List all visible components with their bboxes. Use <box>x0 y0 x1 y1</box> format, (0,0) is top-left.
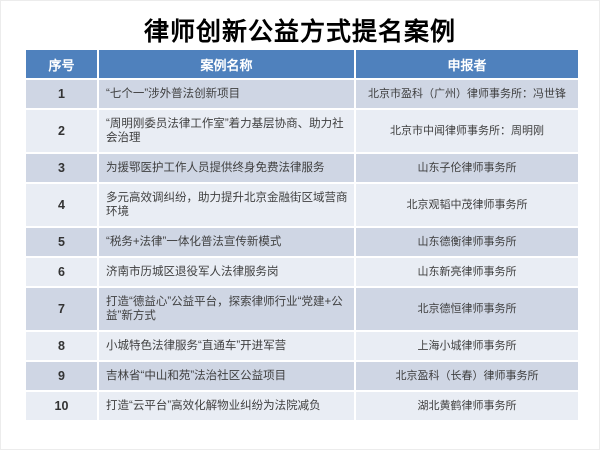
case-name-cell: 打造“德益心”公益平台，探索律师行业“党建+公益”新方式 <box>97 286 356 332</box>
column-header-case-name: 案例名称 <box>97 48 356 80</box>
applicant-cell: 湖北黄鹤律师事务所 <box>354 390 580 422</box>
table-row: 3 为援鄂医护工作人员提供终身免费法律服务 山东子伦律师事务所 <box>24 152 580 184</box>
case-name-cell: 吉林省“中山和苑”法治社区公益项目 <box>97 360 356 392</box>
row-number-cell: 4 <box>24 182 99 228</box>
applicant-cell: 山东德衡律师事务所 <box>354 226 580 258</box>
case-name-cell: 多元高效调纠纷，助力提升北京金融街区域营商环境 <box>97 182 356 228</box>
case-name-cell: 打造“云平台”高效化解物业纠纷为法院减负 <box>97 390 356 422</box>
table-row: 1 “七个一”涉外普法创新项目 北京市盈科（广州）律师事务所：冯世锋 <box>24 78 580 110</box>
row-number-cell: 3 <box>24 152 99 184</box>
table-row: 6 济南市历城区退役军人法律服务岗 山东新亮律师事务所 <box>24 256 580 288</box>
row-number-cell: 7 <box>24 286 99 332</box>
table-row: 4 多元高效调纠纷，助力提升北京金融街区域营商环境 北京观韬中茂律师事务所 <box>24 182 580 228</box>
table-row: 7 打造“德益心”公益平台，探索律师行业“党建+公益”新方式 北京德恒律师事务所 <box>24 286 580 332</box>
page-title: 律师创新公益方式提名案例 <box>143 17 456 46</box>
applicant-cell: 北京观韬中茂律师事务所 <box>354 182 580 228</box>
case-name-cell: 济南市历城区退役军人法律服务岗 <box>97 256 356 288</box>
case-name-cell: “七个一”涉外普法创新项目 <box>97 78 356 110</box>
table-row: 2 “周明刚委员法律工作室”着力基层协商、助力社会治理 北京市中闻律师事务所：周… <box>24 108 580 154</box>
row-number-cell: 1 <box>24 78 99 110</box>
row-number-cell: 5 <box>24 226 99 258</box>
table-row: 9 吉林省“中山和苑”法治社区公益项目 北京盈科（长春）律师事务所 <box>24 360 580 392</box>
row-number-cell: 8 <box>24 330 99 362</box>
case-name-cell: “税务+法律”一体化普法宣传新模式 <box>97 226 356 258</box>
row-number-cell: 9 <box>24 360 99 392</box>
case-name-cell: 为援鄂医护工作人员提供终身免费法律服务 <box>97 152 356 184</box>
row-number-cell: 10 <box>24 390 99 422</box>
row-number-cell: 6 <box>24 256 99 288</box>
column-header-no: 序号 <box>24 48 99 80</box>
case-name-cell: “周明刚委员法律工作室”着力基层协商、助力社会治理 <box>97 108 356 154</box>
applicant-cell: 北京市盈科（广州）律师事务所：冯世锋 <box>354 78 580 110</box>
table-row: 8 小城特色法律服务“直通车”开进军营 上海小城律师事务所 <box>24 330 580 362</box>
column-header-applicant: 申报者 <box>354 48 580 80</box>
applicant-cell: 上海小城律师事务所 <box>354 330 580 362</box>
case-name-cell: 小城特色法律服务“直通车”开进军营 <box>97 330 356 362</box>
table-header-row: 序号 案例名称 申报者 <box>24 48 580 80</box>
nominated-cases-table: 序号 案例名称 申报者 1 “七个一”涉外普法创新项目 北京市盈科（广州）律师事… <box>24 48 580 422</box>
applicant-cell: 山东子伦律师事务所 <box>354 152 580 184</box>
table-row: 5 “税务+法律”一体化普法宣传新模式 山东德衡律师事务所 <box>24 226 580 258</box>
applicant-cell: 北京市中闻律师事务所：周明刚 <box>354 108 580 154</box>
applicant-cell: 北京德恒律师事务所 <box>354 286 580 332</box>
row-number-cell: 2 <box>24 108 99 154</box>
applicant-cell: 山东新亮律师事务所 <box>354 256 580 288</box>
applicant-cell: 北京盈科（长春）律师事务所 <box>354 360 580 392</box>
table-row: 10 打造“云平台”高效化解物业纠纷为法院减负 湖北黄鹤律师事务所 <box>24 390 580 422</box>
